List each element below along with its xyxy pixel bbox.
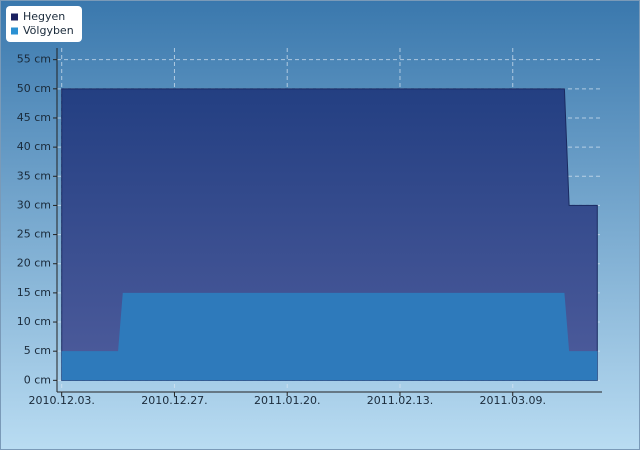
area [61,292,598,381]
legend-label: Hegyen [23,10,65,23]
y-tick-label: 50 cm [17,82,51,95]
y-tick-label: 35 cm [17,169,51,182]
y-tick-label: 30 cm [17,198,51,211]
x-tick-label: 2010.12.27. [141,394,207,407]
areas [61,88,598,381]
x-tick-label: 2010.12.03. [28,394,94,407]
x-tick-label: 2011.03.09. [479,394,545,407]
y-tick-label: 15 cm [17,286,51,299]
y-tick-label: 5 cm [24,344,51,357]
legend-swatch [11,27,18,35]
y-tick-label: 0 cm [24,373,51,386]
y-tick-label: 25 cm [17,228,51,241]
y-tick-label: 55 cm [17,53,51,66]
x-tick-label: 2011.01.20. [254,394,320,407]
y-tick-label: 45 cm [17,111,51,124]
axes: 0 cm 5 cm 10 cm 15 cm 20 cm 25 cm 30 cm 35 cm 40… [17,48,602,407]
legend-label: Völgyben [23,24,74,37]
y-tick-label: 20 cm [17,257,51,270]
y-tick-label: 40 cm [17,140,51,153]
legend-swatch [11,13,18,21]
x-tick-label: 2011.02.13. [367,394,433,407]
legend-box [6,6,82,42]
y-tick-label: 10 cm [17,315,51,328]
